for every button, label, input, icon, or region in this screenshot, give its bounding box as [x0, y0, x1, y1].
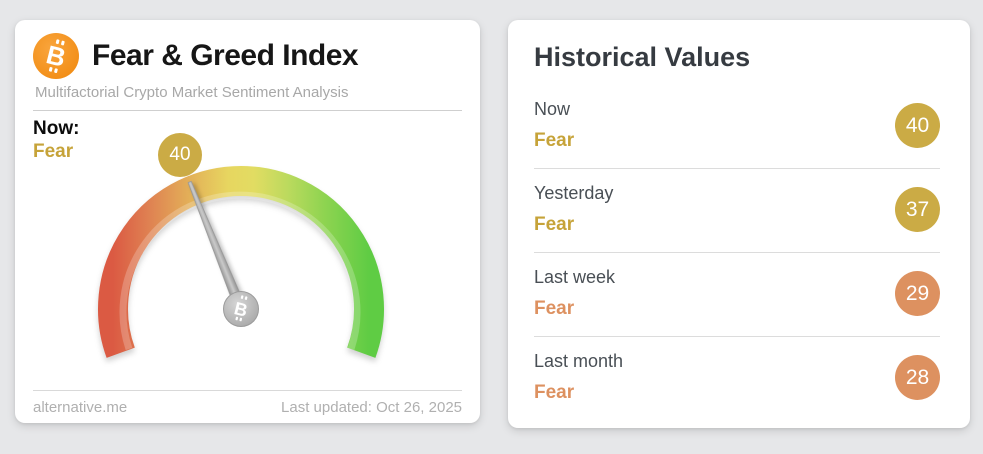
gauge-chart: B	[98, 166, 384, 358]
history-row-sentiment: Fear	[534, 298, 575, 319]
history-row-label: Yesterday	[534, 183, 614, 203]
historical-values-card: Historical Values Now Fear 40 Yesterday …	[508, 20, 970, 428]
svg-text:B: B	[232, 298, 249, 321]
history-row-label: Last week	[534, 267, 616, 287]
header-divider	[33, 110, 462, 111]
subtitle: Multifactorial Crypto Market Sentiment A…	[35, 84, 349, 101]
history-row-label: Last month	[534, 351, 624, 371]
current-value-badge: 40	[158, 133, 202, 177]
gauge-card-footer: alternative.me Last updated: Oct 26, 202…	[33, 390, 462, 423]
history-row-sentiment: Fear	[534, 382, 575, 403]
history-row-yesterday: Yesterday Fear 37	[534, 169, 940, 253]
page-title: Fear & Greed Index	[92, 39, 359, 72]
last-updated-text: Last updated: Oct 26, 2025	[281, 398, 462, 416]
now-label: Now:	[33, 118, 80, 139]
history-row-label: Now	[534, 99, 571, 119]
gauge-area: Now: Fear 40	[15, 111, 480, 392]
now-sentiment: Fear	[33, 141, 74, 162]
history-row-sentiment: Fear	[534, 130, 575, 151]
historical-values-list: Now Fear 40 Yesterday Fear 37 Last week …	[534, 85, 940, 420]
history-value-badge: 37	[895, 187, 940, 232]
bitcoin-icon: B	[33, 33, 79, 79]
history-value-badge: 40	[895, 103, 940, 148]
history-value-badge: 28	[895, 355, 940, 400]
history-value-badge: 29	[895, 271, 940, 316]
current-sentiment-block: Now: Fear	[33, 117, 79, 163]
history-row-last-week: Last week Fear 29	[534, 253, 940, 337]
history-row-now: Now Fear 40	[534, 85, 940, 169]
gauge-arc	[98, 166, 384, 358]
history-row-sentiment: Fear	[534, 214, 575, 235]
history-row-last-month: Last month Fear 28	[534, 337, 940, 420]
gauge-card-header: B Fear & Greed Index Multifactorial Cryp…	[15, 20, 480, 111]
gauge-pivot-bitcoin-icon: B	[223, 291, 259, 327]
historical-values-title: Historical Values	[534, 42, 751, 72]
alternative-me-link[interactable]: alternative.me	[33, 398, 128, 416]
fear-greed-card: B Fear & Greed Index Multifactorial Cryp…	[15, 20, 480, 423]
